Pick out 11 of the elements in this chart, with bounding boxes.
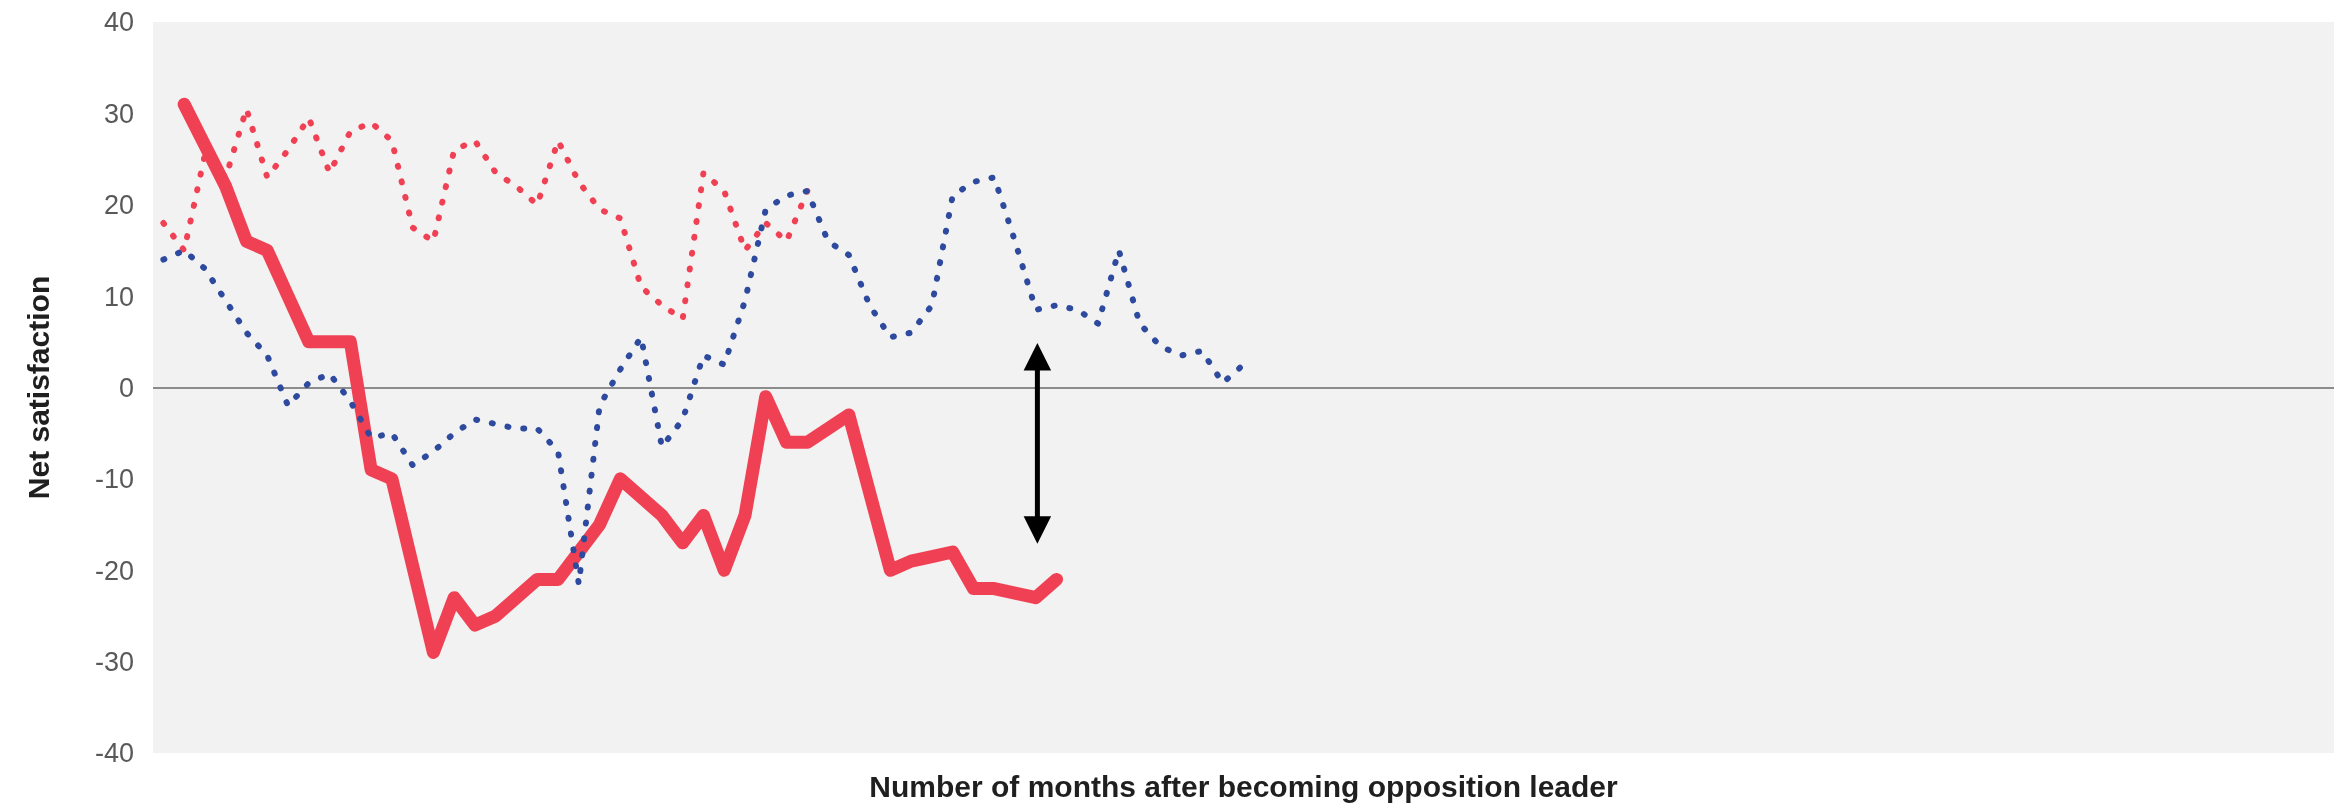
y-tick-label: -20: [94, 555, 134, 586]
y-tick-label: 10: [103, 281, 134, 312]
y-tick-label: 20: [103, 190, 134, 221]
y-axis-title: Net satisfaction: [21, 275, 55, 500]
y-tick-label: 30: [103, 98, 134, 129]
y-tick-label: 0: [118, 372, 134, 403]
y-tick-label: 40: [103, 7, 134, 38]
y-tick-label: -30: [94, 647, 134, 678]
y-tick-label: -40: [94, 738, 134, 769]
y-tick-label: -10: [94, 464, 134, 495]
x-axis-title: Number of months after becoming opposition leader: [869, 769, 1619, 803]
